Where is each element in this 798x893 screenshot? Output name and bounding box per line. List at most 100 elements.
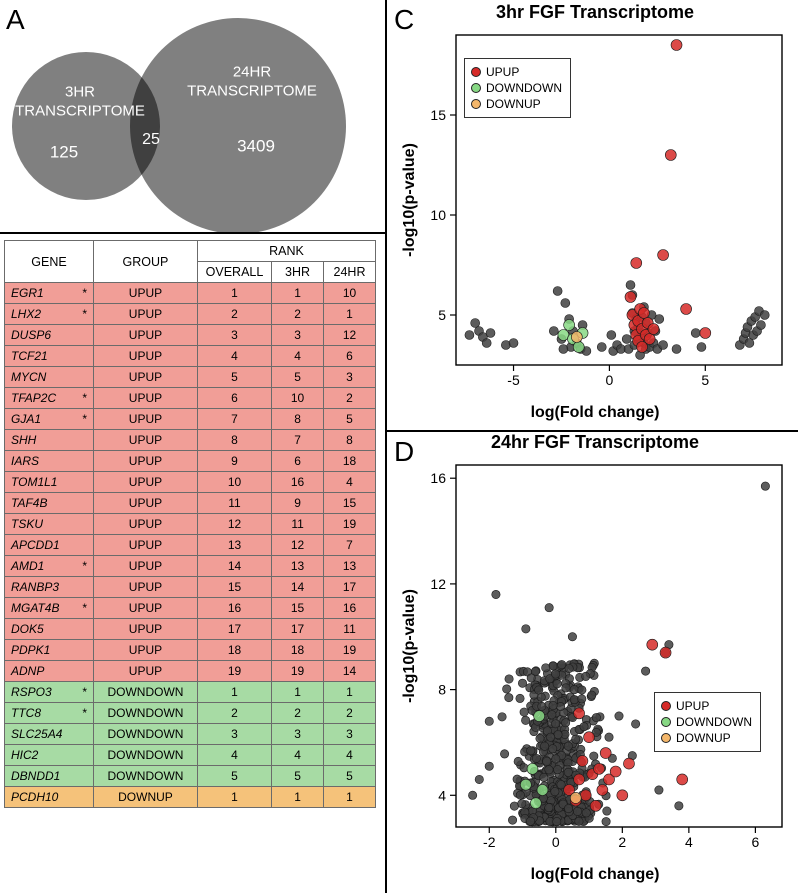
cell-24hr: 3 (324, 367, 376, 388)
svg-text:0: 0 (606, 372, 614, 388)
cell-overall: 16 (197, 598, 271, 619)
svg-text:-5: -5 (507, 372, 520, 388)
legend-dot-icon (661, 701, 671, 711)
cell-24hr: 7 (324, 535, 376, 556)
th-group: GROUP (94, 241, 198, 283)
legend-item: UPUP (661, 698, 752, 714)
table-row: TSKUUPUP121119 (5, 514, 376, 535)
cell-3hr: 2 (272, 703, 324, 724)
cell-gene: RANBP3 (5, 577, 94, 598)
cell-24hr: 5 (324, 766, 376, 787)
cell-group: UPUP (94, 430, 198, 451)
legend-label: DOWNUP (486, 96, 541, 112)
cell-24hr: 2 (324, 388, 376, 409)
cell-overall: 15 (197, 577, 271, 598)
cell-gene: SHH (5, 430, 94, 451)
cell-3hr: 18 (272, 640, 324, 661)
chart-d-title: 24hr FGF Transcriptome (396, 432, 794, 453)
table-row: SHHUPUP878 (5, 430, 376, 451)
legend-label: DOWNDOWN (676, 714, 752, 730)
cell-group: UPUP (94, 598, 198, 619)
cell-3hr: 9 (272, 493, 324, 514)
legend-label: DOWNDOWN (486, 80, 562, 96)
cell-24hr: 1 (324, 787, 376, 808)
cell-gene: ADNP (5, 661, 94, 682)
cell-24hr: 4 (324, 745, 376, 766)
cell-group: UPUP (94, 577, 198, 598)
table-row: ADNPUPUP191914 (5, 661, 376, 682)
cell-overall: 18 (197, 640, 271, 661)
cell-gene: PDPK1 (5, 640, 94, 661)
table-row: MYCNUPUP553 (5, 367, 376, 388)
cell-group: UPUP (94, 472, 198, 493)
cell-gene: IARS (5, 451, 94, 472)
svg-text:10: 10 (430, 207, 446, 223)
cell-group: DOWNDOWN (94, 724, 198, 745)
cell-overall: 10 (197, 472, 271, 493)
chart-c-xlabel: log(Fold change) (396, 404, 794, 422)
cell-group: DOWNUP (94, 787, 198, 808)
cell-gene: GJA1* (5, 409, 94, 430)
cell-group: UPUP (94, 367, 198, 388)
venn-circle-24hr (130, 18, 346, 234)
cell-group: DOWNDOWN (94, 745, 198, 766)
chart-c-legend: UPUPDOWNDOWNDOWNUP (464, 58, 571, 118)
gene-table: GENE GROUP RANK OVERALL 3HR 24HR EGR1*UP… (4, 240, 376, 808)
cell-overall: 7 (197, 409, 271, 430)
th-24hr: 24HR (324, 262, 376, 283)
legend-dot-icon (661, 717, 671, 727)
legend-dot-icon (471, 83, 481, 93)
cell-24hr: 14 (324, 661, 376, 682)
chart-c-svg: -50551015-log10(p-value) (396, 27, 794, 399)
cell-3hr: 1 (272, 787, 324, 808)
cell-group: UPUP (94, 514, 198, 535)
cell-24hr: 1 (324, 682, 376, 703)
cell-overall: 13 (197, 535, 271, 556)
svg-text:0: 0 (552, 834, 560, 850)
table-row: PCDH10DOWNUP111 (5, 787, 376, 808)
cell-3hr: 3 (272, 724, 324, 745)
cell-overall: 14 (197, 556, 271, 577)
cell-gene: TCF21 (5, 346, 94, 367)
cell-24hr: 6 (324, 346, 376, 367)
cell-group: UPUP (94, 346, 198, 367)
table-row: SLC25A4DOWNDOWN333 (5, 724, 376, 745)
svg-text:15: 15 (430, 107, 446, 123)
cell-3hr: 7 (272, 430, 324, 451)
cell-24hr: 17 (324, 577, 376, 598)
cell-24hr: 15 (324, 493, 376, 514)
th-gene: GENE (5, 241, 94, 283)
scatter-3hr: 3hr FGF Transcriptome -50551015-log10(p-… (396, 0, 794, 430)
chart-d-svg: -20246481216-log10(p-value) (396, 457, 794, 861)
table-row: AMD1*UPUP141313 (5, 556, 376, 577)
cell-3hr: 2 (272, 304, 324, 325)
cell-gene: PCDH10 (5, 787, 94, 808)
cell-group: DOWNDOWN (94, 766, 198, 787)
cell-group: UPUP (94, 283, 198, 304)
table-row: EGR1*UPUP1110 (5, 283, 376, 304)
divider-vertical (385, 0, 387, 893)
cell-overall: 1 (197, 682, 271, 703)
svg-text:4: 4 (438, 787, 446, 803)
table-row: DBNDD1DOWNDOWN555 (5, 766, 376, 787)
svg-text:12: 12 (430, 576, 446, 592)
legend-item: DOWNUP (471, 96, 562, 112)
chart-d-xlabel: log(Fold change) (396, 866, 794, 884)
gene-table-area: GENE GROUP RANK OVERALL 3HR 24HR EGR1*UP… (4, 240, 376, 808)
chart-c-title: 3hr FGF Transcriptome (396, 2, 794, 23)
table-row: LHX2*UPUP221 (5, 304, 376, 325)
cell-24hr: 19 (324, 640, 376, 661)
table-row: DOK5UPUP171711 (5, 619, 376, 640)
cell-3hr: 11 (272, 514, 324, 535)
cell-gene: TFAP2C* (5, 388, 94, 409)
svg-text:2: 2 (618, 834, 626, 850)
chart-d-legend: UPUPDOWNDOWNDOWNUP (654, 692, 761, 752)
cell-gene: DOK5 (5, 619, 94, 640)
cell-overall: 6 (197, 388, 271, 409)
cell-3hr: 14 (272, 577, 324, 598)
legend-dot-icon (661, 733, 671, 743)
svg-text:-log10(p-value): -log10(p-value) (401, 589, 418, 703)
cell-24hr: 16 (324, 598, 376, 619)
cell-group: UPUP (94, 556, 198, 577)
legend-item: UPUP (471, 64, 562, 80)
